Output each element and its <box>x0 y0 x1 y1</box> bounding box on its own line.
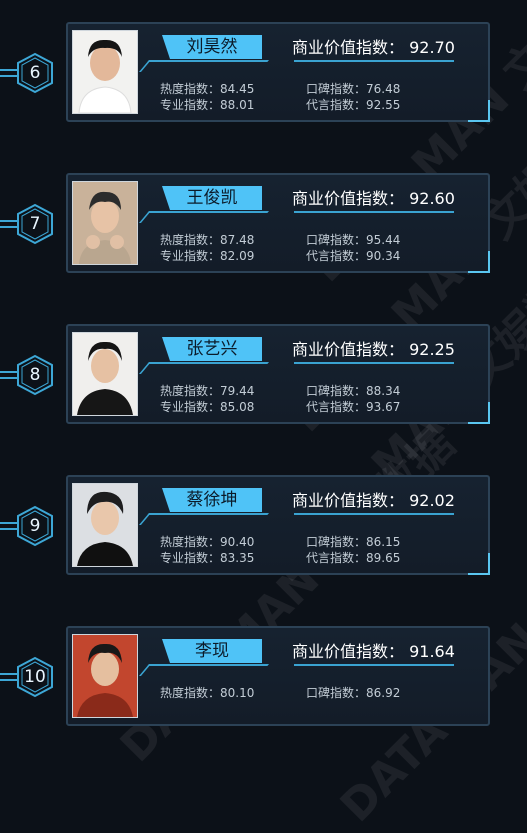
celebrity-name: 李现 <box>162 639 262 663</box>
commercial-value-number: 92.02 <box>409 491 455 510</box>
celebrity-card[interactable]: 李现 商业价值指数： 91.64 热度指数：80.10 口碑指数：86.92 <box>66 626 490 726</box>
commercial-value-number: 91.64 <box>409 642 455 661</box>
reputation-index: 口碑指数：76.48 <box>306 82 401 96</box>
professional-index: 专业指数：82.09 <box>160 249 255 263</box>
reputation-index: 口碑指数：86.15 <box>306 535 401 549</box>
rank-badge: 7 <box>16 203 54 245</box>
card-corner-accent <box>468 251 490 273</box>
value-underline <box>294 211 454 213</box>
endorsement-index: 代言指数：92.55 <box>306 98 401 112</box>
commercial-value-number: 92.60 <box>409 189 455 208</box>
rank-number: 10 <box>24 667 46 687</box>
celebrity-name: 张艺兴 <box>162 337 262 361</box>
ranking-row: 10 李现 商业价值指数： 91.64 热度指数：80.10 口碑指数：86.9… <box>0 626 527 726</box>
celebrity-card[interactable]: 刘昊然 商业价值指数： 92.70 热度指数：84.45 口碑指数：76.48 … <box>66 22 490 122</box>
name-decoration <box>138 211 270 223</box>
ranking-row: 7 王俊凯 商业价值指数： 92.60 热度指数：87.48 口碑指数：95.4… <box>0 173 527 273</box>
card-corner-accent <box>468 402 490 424</box>
value-underline <box>294 664 454 666</box>
ranking-row: 8 张艺兴 商业价值指数： 92.25 热度指数：79.44 口碑指数：88.3… <box>0 324 527 424</box>
commercial-value: 商业价值指数： 92.25 <box>292 340 455 359</box>
celebrity-photo <box>72 483 138 567</box>
name-decoration <box>138 664 270 676</box>
professional-index: 专业指数：85.08 <box>160 400 255 414</box>
commercial-value: 商业价值指数： 91.64 <box>292 642 455 661</box>
ranking-row: 6 刘昊然 商业价值指数： 92.70 热度指数：84.45 口碑指数：76.4… <box>0 22 527 122</box>
endorsement-index: 代言指数：90.34 <box>306 249 401 263</box>
heat-index: 热度指数：84.45 <box>160 82 255 96</box>
heat-index: 热度指数：79.44 <box>160 384 255 398</box>
rank-connector <box>0 371 18 379</box>
celebrity-photo <box>72 181 138 265</box>
reputation-index: 口碑指数：86.92 <box>306 686 401 700</box>
endorsement-index: 代言指数：89.65 <box>306 551 401 565</box>
heat-index: 热度指数：87.48 <box>160 233 255 247</box>
celebrity-name: 王俊凯 <box>162 186 262 210</box>
celebrity-photo <box>72 634 138 718</box>
professional-index: 专业指数：88.01 <box>160 98 255 112</box>
rank-badge: 9 <box>16 505 54 547</box>
rank-connector <box>0 673 18 681</box>
name-decoration <box>138 60 270 72</box>
value-underline <box>294 60 454 62</box>
rank-number: 7 <box>29 214 41 234</box>
name-decoration <box>138 513 270 525</box>
rank-badge: 10 <box>16 656 54 698</box>
card-corner-accent <box>468 100 490 122</box>
value-underline <box>294 513 454 515</box>
celebrity-photo <box>72 332 138 416</box>
commercial-value: 商业价值指数： 92.02 <box>292 491 455 510</box>
endorsement-index: 代言指数：93.67 <box>306 400 401 414</box>
professional-index: 专业指数：83.35 <box>160 551 255 565</box>
rank-number: 8 <box>29 365 41 385</box>
ranking-row: 9 蔡徐坤 商业价值指数： 92.02 热度指数：90.40 口碑指数：86.1… <box>0 475 527 575</box>
celebrity-name: 蔡徐坤 <box>162 488 262 512</box>
commercial-value-number: 92.25 <box>409 340 455 359</box>
card-corner-accent <box>468 553 490 575</box>
heat-index: 热度指数：80.10 <box>160 686 255 700</box>
commercial-value: 商业价值指数： 92.60 <box>292 189 455 208</box>
celebrity-card[interactable]: 王俊凯 商业价值指数： 92.60 热度指数：87.48 口碑指数：95.44 … <box>66 173 490 273</box>
commercial-value-number: 92.70 <box>409 38 455 57</box>
rank-connector <box>0 522 18 530</box>
rank-number: 9 <box>29 516 41 536</box>
rank-badge: 6 <box>16 52 54 94</box>
reputation-index: 口碑指数：88.34 <box>306 384 401 398</box>
rank-number: 6 <box>29 63 41 83</box>
celebrity-card[interactable]: 张艺兴 商业价值指数： 92.25 热度指数：79.44 口碑指数：88.34 … <box>66 324 490 424</box>
name-decoration <box>138 362 270 374</box>
heat-index: 热度指数：90.40 <box>160 535 255 549</box>
rank-connector <box>0 220 18 228</box>
commercial-value: 商业价值指数： 92.70 <box>292 38 455 57</box>
celebrity-name: 刘昊然 <box>162 35 262 59</box>
rank-connector <box>0 69 18 77</box>
rank-badge: 8 <box>16 354 54 396</box>
value-underline <box>294 362 454 364</box>
reputation-index: 口碑指数：95.44 <box>306 233 401 247</box>
celebrity-photo <box>72 30 138 114</box>
celebrity-card[interactable]: 蔡徐坤 商业价值指数： 92.02 热度指数：90.40 口碑指数：86.15 … <box>66 475 490 575</box>
